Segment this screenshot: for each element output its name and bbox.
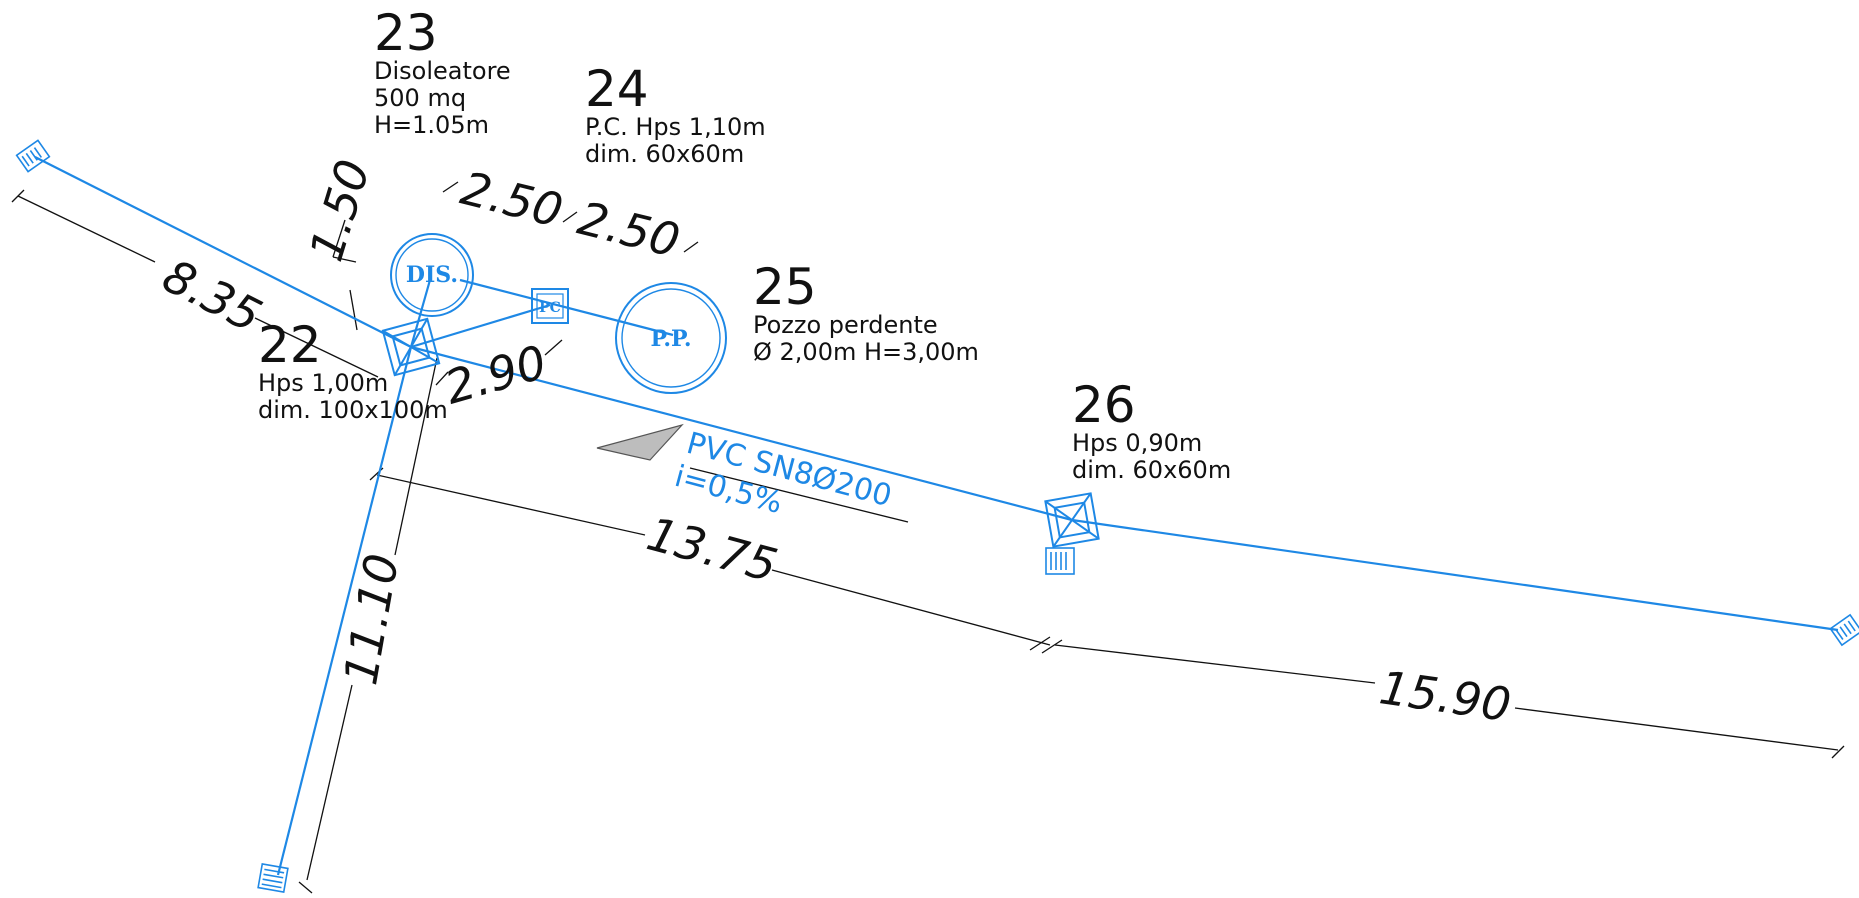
node-23-line-3: H=1.05m xyxy=(374,111,489,139)
node-23-label: 23 Disoleatore 500 mq H=1.05m xyxy=(374,8,511,139)
dim-line-1375a xyxy=(376,474,646,536)
dim-line-835a xyxy=(17,195,156,263)
node-26-line-2: dim. 60x60m xyxy=(1072,456,1232,484)
dim-line-150c xyxy=(349,289,358,331)
grate-topleft-icon xyxy=(15,139,51,173)
flow-direction-arrow xyxy=(596,423,684,461)
node-22-label: 22 Hps 1,00m dim. 100x100m xyxy=(258,320,448,424)
dis-symbol-text: DIS. xyxy=(406,262,458,288)
node-26-number: 26 xyxy=(1072,376,1136,434)
node-22-line-1: Hps 1,00m xyxy=(258,369,389,397)
dim-835-label: 8.35 xyxy=(154,248,270,343)
dim-tick xyxy=(1831,745,1845,759)
dim-tick xyxy=(435,371,449,386)
manhole-22-icon xyxy=(381,317,441,377)
dim-250b-label: 2.50 xyxy=(573,191,685,268)
node-23-line-1: Disoleatore xyxy=(374,57,511,85)
node-25-number: 25 xyxy=(753,258,817,316)
dim-tick xyxy=(544,339,563,356)
pipe-network xyxy=(34,156,1839,876)
dimension-lines xyxy=(11,181,1845,894)
dim-line-150b xyxy=(332,256,357,263)
dim-line-1110a xyxy=(394,357,438,556)
grate-right-icon xyxy=(1829,613,1859,647)
dim-1110-label: 11.10 xyxy=(333,550,409,689)
pipe-branch-pc xyxy=(410,303,551,349)
dim-line-835b xyxy=(254,317,379,378)
node-25-label: 25 Pozzo perdente Ø 2,00m H=3,00m xyxy=(753,262,979,366)
dim-tick xyxy=(1029,636,1051,651)
grate-node26-icon xyxy=(1045,547,1075,575)
pipe-segment-a xyxy=(34,156,412,348)
node-24-number: 24 xyxy=(585,60,649,118)
grate-bottom-icon xyxy=(257,862,289,894)
pc-box-symbol: PC xyxy=(531,288,569,324)
node-26-label: 26 Hps 0,90m dim. 60x60m xyxy=(1072,380,1231,484)
grate-icons xyxy=(15,139,1859,894)
pozzo-perdente-symbol: P.P. xyxy=(615,282,727,394)
pipe-label-underline xyxy=(689,467,909,523)
node-26-line-1: Hps 0,90m xyxy=(1072,429,1203,457)
pipe-branch-pp xyxy=(459,278,674,337)
dim-line-150a xyxy=(332,219,346,258)
dim-line-1590b xyxy=(1514,707,1839,751)
dim-290-label: 2.90 xyxy=(439,335,552,415)
node-24-line-1: P.C. Hps 1,10m xyxy=(585,113,766,141)
dim-tick xyxy=(683,241,699,253)
node-23-line-2: 500 mq xyxy=(374,84,467,112)
dim-250a-label: 2.50 xyxy=(456,161,568,238)
disoleatore-symbol: DIS. xyxy=(390,233,474,317)
node-25-line-2: Ø 2,00m H=3,00m xyxy=(753,338,979,366)
dim-line-1110b xyxy=(306,684,353,881)
pipe-segment-d xyxy=(276,346,413,876)
node-25-line-1: Pozzo perdente xyxy=(753,311,938,339)
node-24-label: 24 P.C. Hps 1,10m dim. 60x60m xyxy=(585,64,766,168)
dim-tick xyxy=(11,189,25,203)
pipe-segment-c xyxy=(1071,518,1839,632)
dim-line-1590a xyxy=(1054,644,1376,684)
pc-symbol-text: PC xyxy=(539,300,561,316)
dim-150-label: 1.50 xyxy=(299,153,381,267)
dim-tick xyxy=(298,881,313,894)
dim-tick xyxy=(1041,639,1063,654)
dim-tick xyxy=(562,211,578,223)
node-22-number: 22 xyxy=(258,316,322,374)
pp-symbol-text: P.P. xyxy=(650,326,691,352)
dim-1590-label: 15.90 xyxy=(1376,660,1514,732)
node-24-line-2: dim. 60x60m xyxy=(585,140,745,168)
manhole-26-icon xyxy=(1044,492,1100,548)
pipe-segment-b xyxy=(410,345,1073,522)
dim-tick xyxy=(442,181,459,193)
node-23-number: 23 xyxy=(374,4,438,62)
dim-1375-label: 13.75 xyxy=(642,506,783,592)
dim-line-1375b xyxy=(771,569,1051,646)
node-22-line-2: dim. 100x100m xyxy=(258,396,448,424)
